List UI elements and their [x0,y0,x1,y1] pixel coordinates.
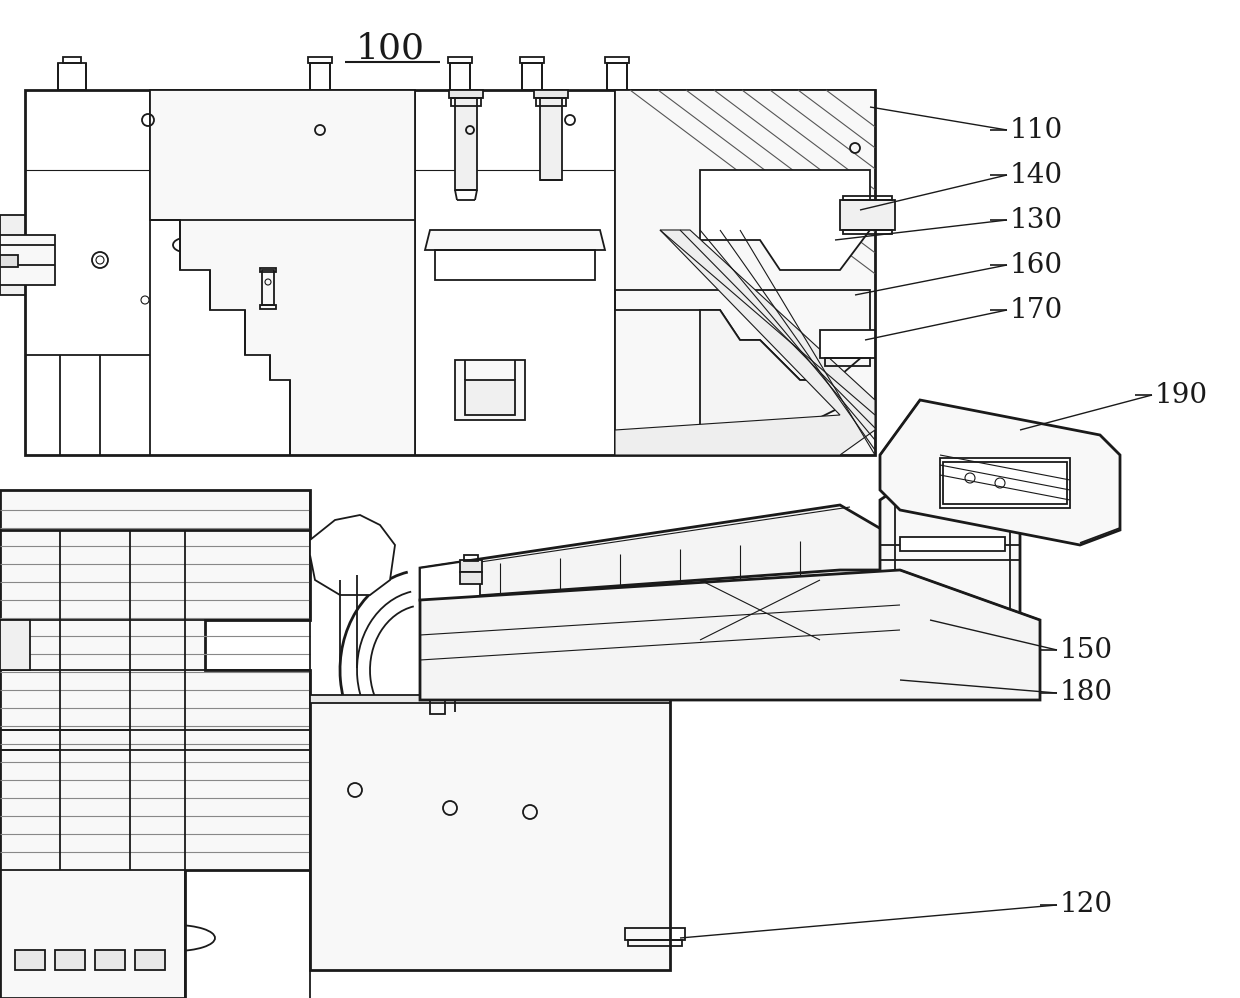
Bar [63,57,81,63]
Bar [460,572,482,584]
Polygon shape [150,90,415,455]
Bar [0,235,55,285]
Polygon shape [880,490,1021,630]
Text: 160: 160 [1011,251,1063,278]
Text: 170: 170 [1011,296,1063,323]
Text: 100: 100 [356,31,424,65]
Polygon shape [615,230,875,455]
Bar [464,555,477,561]
Bar [448,57,472,63]
Bar [625,928,684,940]
Polygon shape [420,570,1040,700]
Bar [260,268,277,272]
Polygon shape [420,562,480,605]
Bar [455,90,477,190]
Text: 120: 120 [1060,891,1114,918]
Polygon shape [615,90,875,455]
Polygon shape [310,515,396,595]
Bar [608,63,627,90]
Bar [25,90,875,455]
Text: 190: 190 [1154,381,1208,408]
Bar [942,462,1066,504]
Bar [430,700,445,714]
Bar [135,950,165,970]
Polygon shape [0,490,310,998]
Bar [895,650,1011,670]
Bar [534,90,568,98]
Bar [450,63,470,90]
Bar [522,63,542,90]
Bar [825,358,870,366]
Text: 180: 180 [1060,680,1114,707]
Bar [435,250,595,280]
Polygon shape [701,170,870,270]
Bar [900,537,1004,551]
Polygon shape [420,505,900,600]
Bar [536,98,565,106]
Bar [605,57,629,63]
Bar [310,695,670,703]
Bar [15,950,45,970]
Polygon shape [425,230,605,250]
Bar [260,305,277,309]
Bar [0,255,19,267]
Bar [843,196,892,200]
Bar [627,940,682,946]
Bar [95,950,125,970]
Bar [520,57,544,63]
Bar [310,700,670,970]
Bar [940,458,1070,508]
Text: 110: 110 [1011,117,1063,144]
Bar [451,98,481,106]
Bar [895,620,1011,650]
Text: 150: 150 [1060,637,1114,664]
Bar [55,950,86,970]
Polygon shape [0,620,30,670]
Polygon shape [701,310,835,430]
Bar [820,330,875,358]
Bar [465,380,515,415]
Bar [843,230,892,234]
Bar [455,360,525,420]
Bar [308,57,332,63]
Bar [58,63,86,90]
Bar [310,63,330,90]
Bar [449,90,484,98]
Text: 130: 130 [1011,207,1063,234]
Bar [262,270,274,305]
Polygon shape [880,400,1120,545]
Bar [0,215,25,295]
Bar [460,560,482,572]
Text: 140: 140 [1011,162,1063,189]
Bar [839,200,895,230]
Bar [539,90,562,180]
